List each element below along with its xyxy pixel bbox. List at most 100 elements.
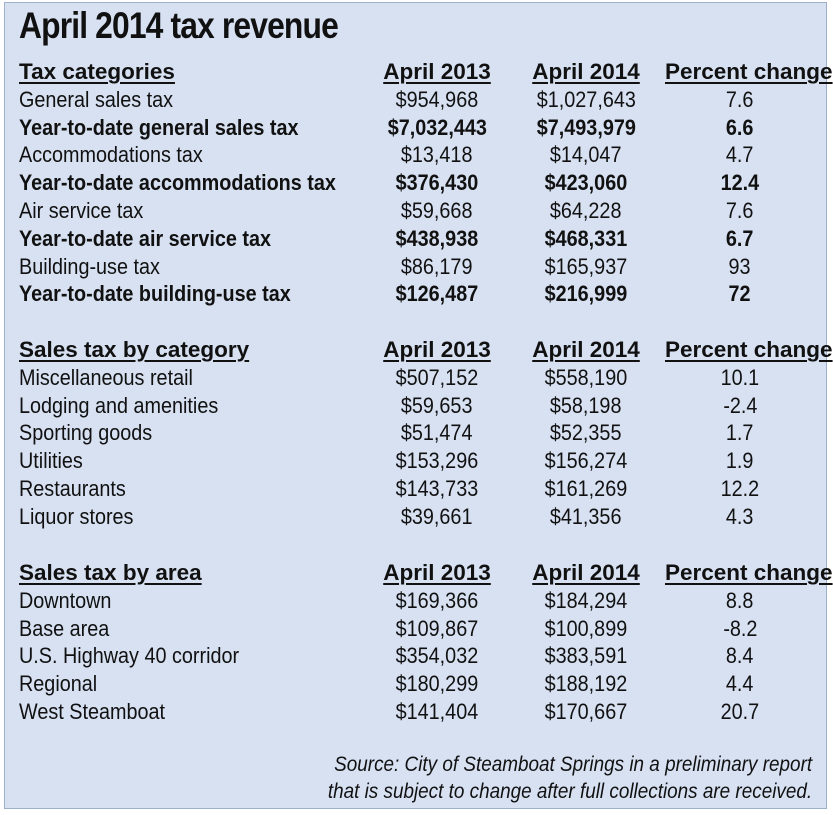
- row-label-text: Downtown: [19, 587, 112, 613]
- table-row: Restaurants $143,733 $161,269 12.2: [5, 475, 828, 503]
- value-april-2013-cell: $59,653: [377, 392, 497, 420]
- value-april-2013: $507,152: [395, 364, 479, 390]
- percent-change: 12.2: [720, 475, 760, 501]
- value-april-2014: $170,667: [544, 698, 628, 724]
- source-line-2: that is subject to change after full col…: [327, 780, 812, 803]
- percent-change-cell: 10.1: [665, 364, 815, 392]
- value-april-2014: $1,027,643: [536, 86, 636, 112]
- row-label: U.S. Highway 40 corridor: [19, 642, 269, 670]
- value-april-2013: $13,418: [401, 142, 473, 168]
- row-label-text: Sporting goods: [19, 420, 153, 446]
- table-row: Liquor stores $39,661 $41,356 4.3: [5, 503, 828, 531]
- column-header: April 2014: [532, 59, 640, 84]
- row-label-text: U.S. Highway 40 corridor: [19, 643, 240, 669]
- row-label: Liquor stores: [19, 503, 149, 531]
- row-label: Downtown: [19, 587, 124, 615]
- column-header: Percent change: [665, 59, 833, 84]
- table-row: West Steamboat $141,404 $170,667 20.7: [5, 698, 828, 726]
- value-april-2013-cell: $86,179: [377, 253, 497, 281]
- percent-change-cell: 1.9: [665, 447, 815, 475]
- value-april-2013: $153,296: [395, 448, 479, 474]
- value-april-2014-cell: $423,060: [526, 169, 646, 197]
- row-label-text: Building-use tax: [19, 253, 160, 279]
- row-label-text: Year-to-date air service tax: [19, 225, 272, 251]
- percent-change-cell: 7.6: [665, 197, 815, 225]
- value-april-2013-cell: $180,299: [377, 670, 497, 698]
- percent-change: 10.1: [720, 364, 760, 390]
- percent-change-cell: 6.7: [665, 225, 815, 253]
- percent-change: 7.6: [726, 86, 754, 112]
- percent-change-cell: -2.4: [665, 392, 815, 420]
- table-row: Building-use tax $86,179 $165,937 93: [5, 253, 828, 281]
- row-label: Utilities: [19, 447, 92, 475]
- table-row: Miscellaneous retail $507,152 $558,190 10.1: [5, 364, 828, 392]
- row-label: Accommodations tax: [19, 141, 228, 169]
- percent-change: 1.7: [726, 420, 754, 446]
- column-header: April 2014: [532, 560, 640, 585]
- value-april-2014: $383,591: [544, 643, 628, 669]
- section-tax-categories: Tax categories April 2013 April 2014 Percen…: [5, 58, 833, 308]
- value-april-2014-cell: $100,899: [526, 615, 646, 643]
- value-april-2014: $423,060: [544, 170, 628, 196]
- value-april-2014: $41,356: [550, 503, 622, 529]
- percent-change: 4.7: [726, 142, 754, 168]
- value-april-2013: $126,487: [395, 281, 479, 307]
- value-april-2013-cell: $354,032: [377, 642, 497, 670]
- percent-change-cell: 12.2: [665, 475, 815, 503]
- value-april-2014-cell: $165,937: [526, 253, 646, 281]
- row-label: Year-to-date accommodations tax: [19, 169, 379, 197]
- value-april-2013-cell: $109,867: [377, 615, 497, 643]
- section-heading: Sales tax by area: [19, 560, 202, 585]
- value-april-2013-cell: $59,668: [377, 197, 497, 225]
- value-april-2014: $58,198: [550, 392, 622, 418]
- row-label-text: Accommodations tax: [19, 142, 203, 168]
- value-april-2014-cell: $216,999: [526, 280, 646, 308]
- table-row: Accommodations tax $13,418 $14,047 4.7: [5, 141, 828, 169]
- percent-change-cell: 4.3: [665, 503, 815, 531]
- value-april-2014-cell: $14,047: [526, 141, 646, 169]
- value-april-2013: $143,733: [395, 475, 479, 501]
- table-row: General sales tax $954,968 $1,027,643 7.6: [5, 86, 828, 114]
- row-label-text: Year-to-date accommodations tax: [19, 170, 336, 196]
- section-sales-tax-by-area: Sales tax by area April 2013 April 2014 Per…: [5, 559, 833, 726]
- row-label: Restaurants: [19, 475, 140, 503]
- value-april-2014: $161,269: [544, 475, 628, 501]
- value-april-2013-cell: $13,418: [377, 141, 497, 169]
- percent-change-cell: 8.4: [665, 642, 815, 670]
- percent-change-cell: 93: [665, 253, 815, 281]
- percent-change-cell: 1.7: [665, 419, 815, 447]
- value-april-2014-cell: $156,274: [526, 447, 646, 475]
- percent-change: 6.6: [726, 114, 754, 140]
- percent-change-cell: 20.7: [665, 698, 815, 726]
- percent-change: 72: [728, 281, 752, 307]
- value-april-2013-cell: $126,487: [377, 280, 497, 308]
- percent-change: 7.6: [726, 197, 754, 223]
- table-row: Sporting goods $51,474 $52,355 1.7: [5, 419, 828, 447]
- row-label: Year-to-date general sales tax: [19, 114, 337, 142]
- value-april-2013: $86,179: [401, 253, 473, 279]
- value-april-2013: $109,867: [395, 615, 479, 641]
- row-label-text: Year-to-date general sales tax: [19, 114, 299, 140]
- section-heading: Sales tax by category: [19, 337, 250, 362]
- value-april-2014-cell: $64,228: [526, 197, 646, 225]
- value-april-2014: $7,493,979: [536, 114, 636, 140]
- value-april-2014-cell: $161,269: [526, 475, 646, 503]
- column-header: April 2013: [383, 560, 491, 585]
- value-april-2014: $216,999: [544, 281, 628, 307]
- column-header: April 2013: [383, 59, 491, 84]
- percent-change-cell: 4.4: [665, 670, 815, 698]
- table-row: Year-to-date building-use tax $126,487 $21…: [5, 280, 828, 308]
- percent-change: 6.7: [726, 225, 754, 251]
- table-row: Utilities $153,296 $156,274 1.9: [5, 447, 828, 475]
- table-row: Regional $180,299 $188,192 4.4: [5, 670, 828, 698]
- percent-change-cell: 4.7: [665, 141, 815, 169]
- value-april-2014: $64,228: [550, 197, 622, 223]
- row-label: Lodging and amenities: [19, 392, 245, 420]
- infographic-panel: April 2014 tax revenue Tax categories Apr…: [4, 2, 833, 809]
- chart-title: April 2014 tax revenue: [19, 5, 339, 46]
- value-april-2014-cell: $184,294: [526, 587, 646, 615]
- value-april-2013: $59,668: [401, 197, 473, 223]
- row-label-text: West Steamboat: [19, 698, 166, 724]
- value-april-2014: $156,274: [544, 448, 628, 474]
- value-april-2013: $141,404: [395, 698, 479, 724]
